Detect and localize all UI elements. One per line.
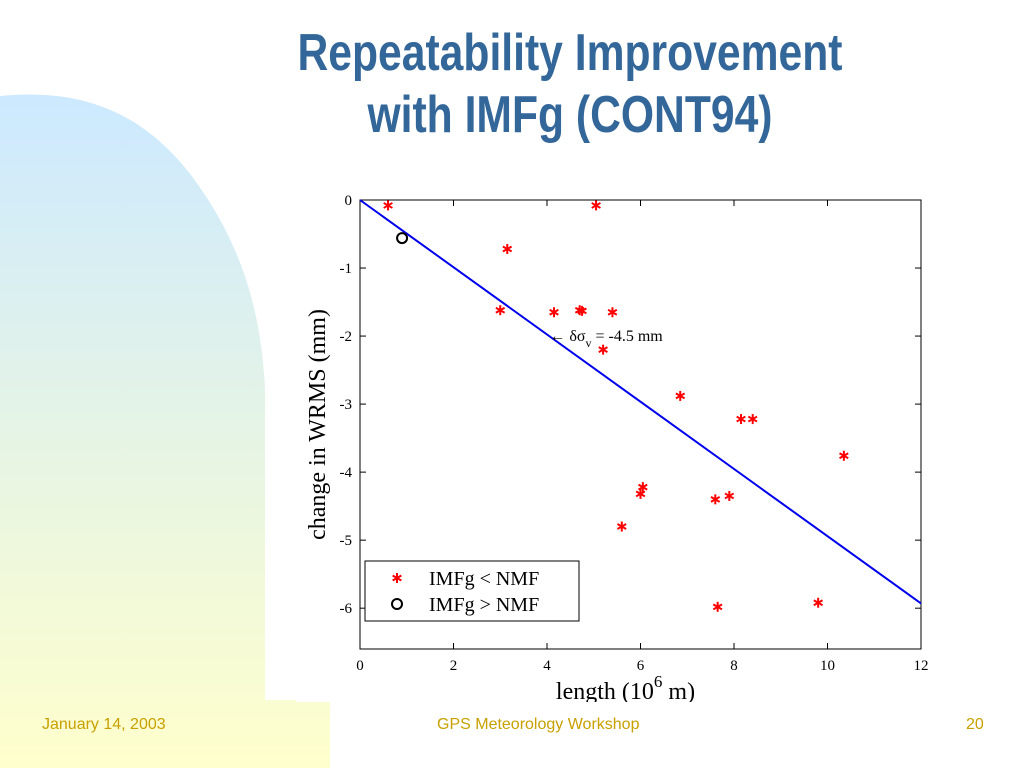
x-tick-label: 0 (356, 658, 364, 674)
slide-title-line-1: Repeatability Improvement (297, 24, 843, 82)
data-point-star (607, 307, 618, 318)
data-point-star (598, 344, 608, 355)
data-point-star (383, 200, 393, 211)
x-tick-label: 12 (914, 658, 929, 674)
legend-circle-marker (391, 598, 403, 610)
data-point-star (813, 597, 823, 608)
slide-title-line-2: with IMFg (CONT94) (367, 86, 773, 144)
data-point-star (635, 488, 646, 499)
legend-label: IMFg < NMF (429, 568, 539, 590)
legend-box (364, 560, 580, 622)
x-tick-label: 8 (730, 658, 738, 674)
data-point-star (724, 490, 735, 501)
scatter-chart: 0 2 4 6 8 10 12 0 -1 -2 -3 -4 -5 -6 length (106 m) chan… (305, 193, 929, 702)
data-point-star (675, 390, 686, 401)
data-point-star (616, 521, 627, 532)
footer-page-number: 20 (966, 716, 984, 733)
data-point-star (502, 243, 513, 254)
y-tick-label: -2 (340, 329, 353, 345)
x-tick-label: 10 (820, 658, 835, 674)
slope-annotation: ← δσv = -4.5 mm (549, 328, 663, 350)
regression-line (359, 199, 922, 605)
data-point-star (637, 482, 648, 493)
data-point-star (549, 307, 559, 318)
y-tick-label: -4 (340, 465, 353, 481)
chart-figure: 0 2 4 6 8 10 12 0 -1 -2 -3 -4 -5 -6 length (106 m) chan… (296, 182, 944, 702)
data-point-star (839, 450, 849, 461)
legend-star-marker (392, 573, 402, 583)
data-point-star (736, 414, 746, 425)
y-tick-label: -3 (340, 397, 353, 413)
y-tick-label: -6 (340, 601, 353, 617)
x-tick-label: 2 (450, 658, 458, 674)
footer-event-name: GPS Meteorology Workshop (437, 716, 640, 733)
x-tick-label: 6 (637, 658, 645, 674)
data-point-circle (396, 232, 409, 245)
footer-date: January 14, 2003 (42, 716, 166, 733)
y-tick-label: 0 (345, 193, 353, 209)
data-point-star (747, 414, 758, 425)
data-point-star (495, 305, 506, 316)
y-tick-label: -1 (340, 261, 353, 277)
data-point-star (712, 601, 723, 612)
data-point-star (591, 200, 601, 211)
data-point-star (710, 494, 721, 505)
y-tick-label: -5 (340, 533, 353, 549)
data-point-star (577, 305, 587, 316)
legend-label: IMFg > NMF (429, 594, 539, 616)
y-axis-label: change in WRMS (mm) (305, 309, 331, 540)
x-tick-label: 4 (543, 658, 551, 674)
x-axis-label: length (106 m) (556, 672, 695, 702)
